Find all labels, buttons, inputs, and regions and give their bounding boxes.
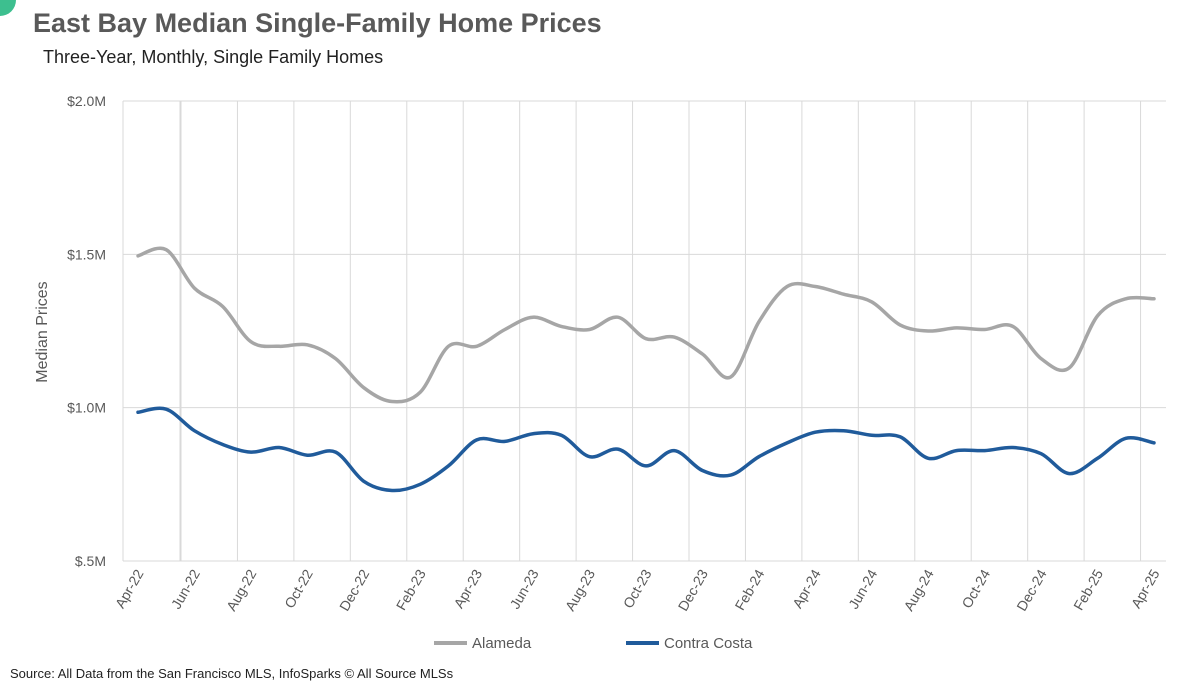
y-tick-label: $1.5M <box>67 246 106 262</box>
legend-label-alameda: Alameda <box>472 635 532 652</box>
x-tick-label: Apr-24 <box>789 566 824 611</box>
x-tick-label: Jun-24 <box>845 566 880 611</box>
x-tick-label: Oct-24 <box>958 566 993 611</box>
x-tick-label: Apr-25 <box>1128 566 1163 611</box>
x-tick-label: Apr-23 <box>450 566 485 611</box>
series-line-contra-costa <box>136 406 1156 493</box>
x-tick-label: Jun-22 <box>168 566 203 611</box>
x-tick-label: Feb-25 <box>1070 566 1106 613</box>
x-tick-label: Feb-24 <box>731 566 767 613</box>
x-tick-label: Dec-23 <box>675 566 712 613</box>
x-tick-label: Oct-23 <box>620 566 655 611</box>
corner-accent-shape <box>0 0 16 16</box>
legend-label-contra-costa: Contra Costa <box>664 635 753 652</box>
x-tick-label: Feb-23 <box>393 566 429 613</box>
source-note: Source: All Data from the San Francisco … <box>10 666 454 681</box>
series-line-alameda <box>136 246 1156 404</box>
legend: Alameda Contra Costa <box>434 635 753 652</box>
x-tick-label: Aug-22 <box>223 566 260 613</box>
x-tick-label: Aug-23 <box>562 566 599 613</box>
chart-subtitle: Three-Year, Monthly, Single Family Homes <box>43 47 384 67</box>
x-tick-label: Dec-24 <box>1013 566 1050 613</box>
chart-title: East Bay Median Single-Family Home Price… <box>33 8 602 38</box>
y-axis-label: Median Prices <box>34 281 51 382</box>
line-chart: $.5M $1.0M $1.5M $2.0M Apr-22 Jun-22 Aug-22 Oc… <box>34 93 1166 652</box>
grid-lines <box>122 100 1166 562</box>
x-tick-label: Aug-24 <box>900 566 937 613</box>
y-tick-label: $.5M <box>75 553 106 569</box>
x-axis-ticks: Apr-22 Jun-22 Aug-22 Oct-22 Dec-22 Feb-23 Apr-… <box>112 566 1163 613</box>
y-axis-ticks: $.5M $1.0M $1.5M $2.0M <box>67 93 106 569</box>
x-tick-label: Dec-22 <box>336 566 373 613</box>
y-tick-label: $1.0M <box>67 400 106 416</box>
y-tick-label: $2.0M <box>67 93 106 109</box>
x-tick-label: Apr-22 <box>112 566 147 611</box>
series-lines <box>136 246 1156 493</box>
x-tick-label: Jun-23 <box>506 566 541 611</box>
x-tick-label: Oct-22 <box>281 566 316 611</box>
